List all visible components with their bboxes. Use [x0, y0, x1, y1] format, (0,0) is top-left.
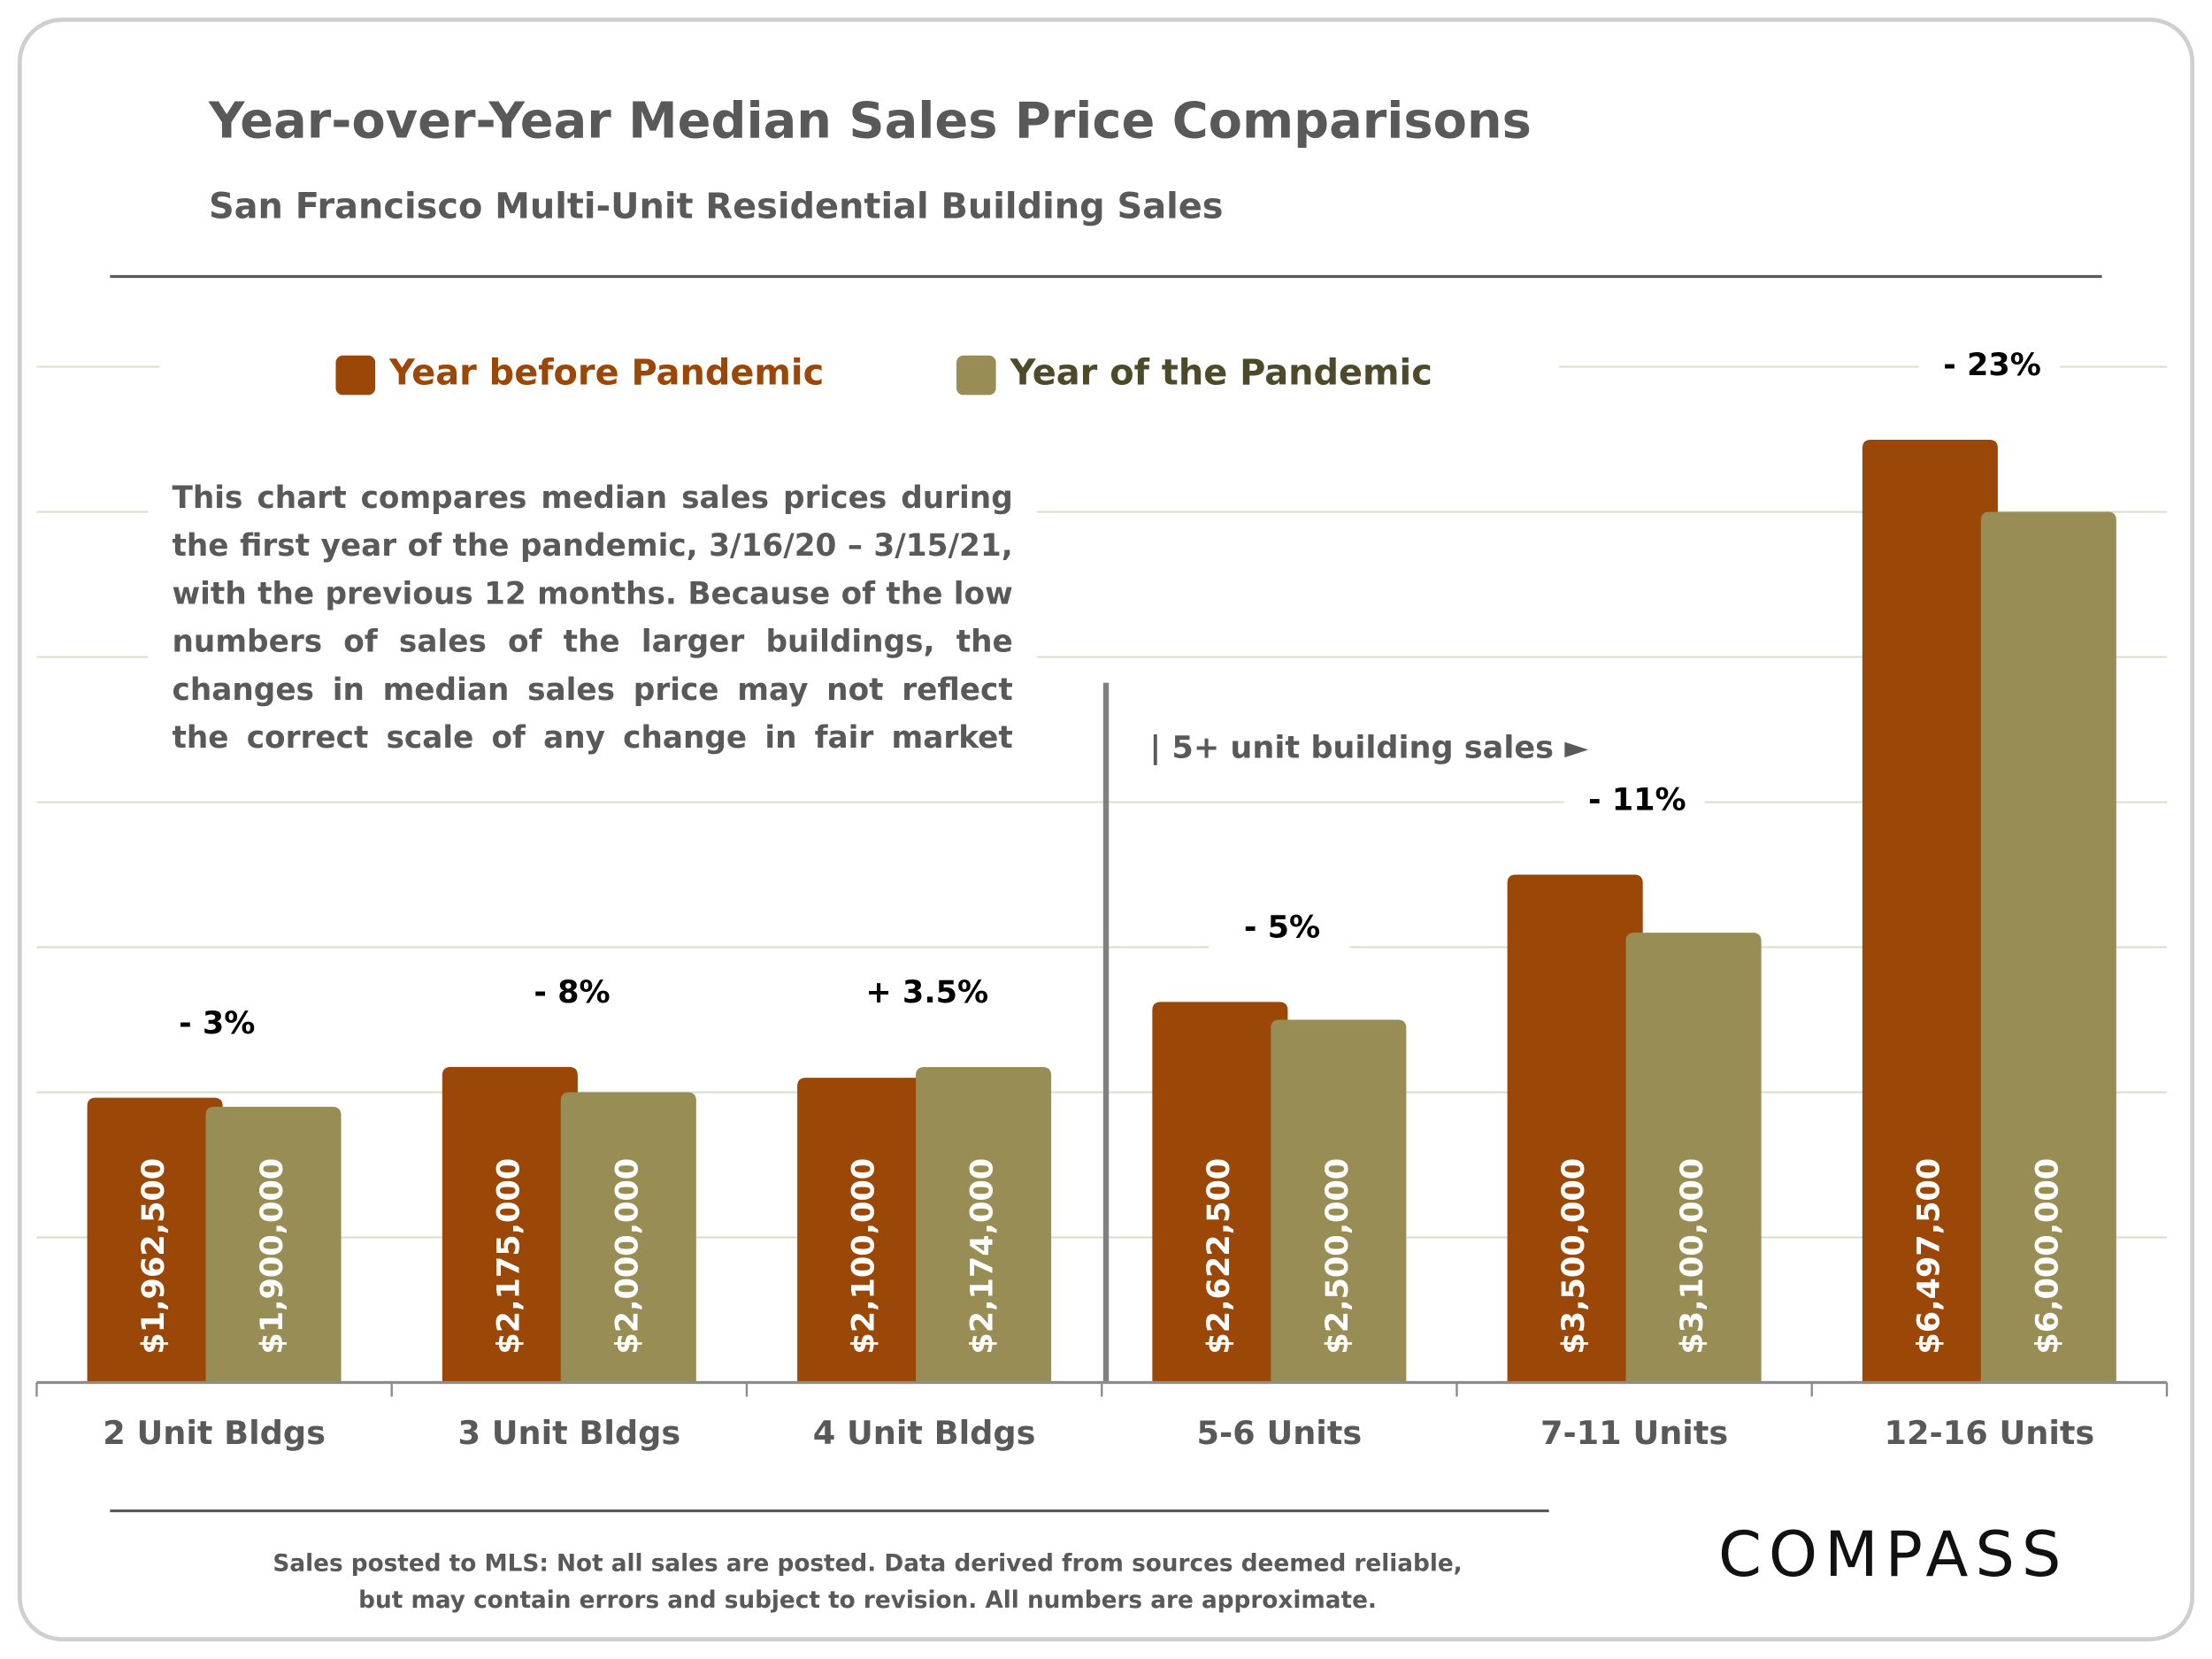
- chart-title: Year-over-Year Median Sales Price Compar…: [208, 92, 1532, 150]
- bar: [797, 1078, 933, 1383]
- bar: [205, 1106, 342, 1383]
- bar: [442, 1066, 578, 1383]
- bar: [1862, 439, 1998, 1383]
- note-box: This chart compares median sales prices …: [172, 480, 1013, 772]
- bar: [1152, 1002, 1288, 1383]
- change-label: - 5%: [1244, 910, 1320, 946]
- x-tick-label: 7-11 Units: [1540, 1414, 1728, 1452]
- change-label-bg: [498, 965, 641, 1022]
- change-label: + 3.5%: [865, 974, 988, 1010]
- value-label: $2,175,000: [490, 1158, 526, 1355]
- footer-text: but may contain errors and subject to re…: [358, 1587, 1377, 1614]
- bar: [916, 1066, 1052, 1383]
- bar: [87, 1097, 223, 1383]
- legend-bg: [159, 338, 1559, 410]
- x-tick-label: 5-6 Units: [1196, 1414, 1362, 1452]
- value-label: $6,000,000: [2029, 1158, 2065, 1355]
- legend-swatch: [956, 355, 996, 396]
- change-label: - 11%: [1588, 782, 1686, 818]
- value-label: $1,962,500: [135, 1158, 172, 1355]
- value-label: $6,497,500: [1910, 1158, 1947, 1355]
- change-label: - 3%: [179, 1005, 255, 1041]
- value-label: $1,900,000: [254, 1158, 290, 1355]
- legend-label: Year of the Pandemic: [1010, 353, 1432, 394]
- change-label-bg: [1563, 772, 1705, 830]
- change-label-bg: [143, 995, 285, 1053]
- footer-text: Sales posted to MLS: Not all sales are p…: [273, 1551, 1462, 1578]
- value-label: $3,500,000: [1555, 1158, 1592, 1355]
- bar: [1980, 511, 2116, 1383]
- note: This chart compares median sales prices …: [172, 480, 1013, 772]
- legend-label: Year before Pandemic: [388, 353, 824, 394]
- x-tick-label: 3 Unit Bldgs: [457, 1414, 680, 1452]
- value-label: $2,622,500: [1201, 1158, 1237, 1355]
- chart-subtitle: San Francisco Multi-Unit Residential Bui…: [209, 186, 1224, 227]
- value-label: $2,100,000: [846, 1158, 882, 1355]
- annotation: | 5+ unit building sales ►: [1149, 730, 1588, 766]
- value-label: $3,100,000: [1674, 1158, 1710, 1355]
- x-tick-label: 2 Unit Bldgs: [103, 1414, 326, 1452]
- value-label: $2,174,000: [964, 1158, 1001, 1355]
- change-label: - 23%: [1943, 347, 2041, 383]
- change-label: - 8%: [534, 974, 610, 1010]
- x-tick-label: 12-16 Units: [1884, 1414, 2094, 1452]
- note-bg: [148, 472, 1037, 769]
- value-label: $2,500,000: [1319, 1158, 1356, 1355]
- value-label: $2,000,000: [609, 1158, 645, 1355]
- change-label-bg: [1209, 900, 1350, 957]
- annotation-bg: [1135, 722, 1580, 776]
- bar: [1271, 1019, 1407, 1383]
- change-label-bg: [853, 965, 995, 1022]
- logo: COMPASS: [1718, 1518, 2068, 1591]
- x-tick-label: 4 Unit Bldgs: [813, 1414, 1036, 1452]
- change-label-bg: [1918, 338, 2061, 395]
- legend-swatch: [335, 355, 376, 396]
- bar: [560, 1092, 696, 1383]
- bar: [1625, 933, 1762, 1383]
- bar: [1507, 874, 1643, 1383]
